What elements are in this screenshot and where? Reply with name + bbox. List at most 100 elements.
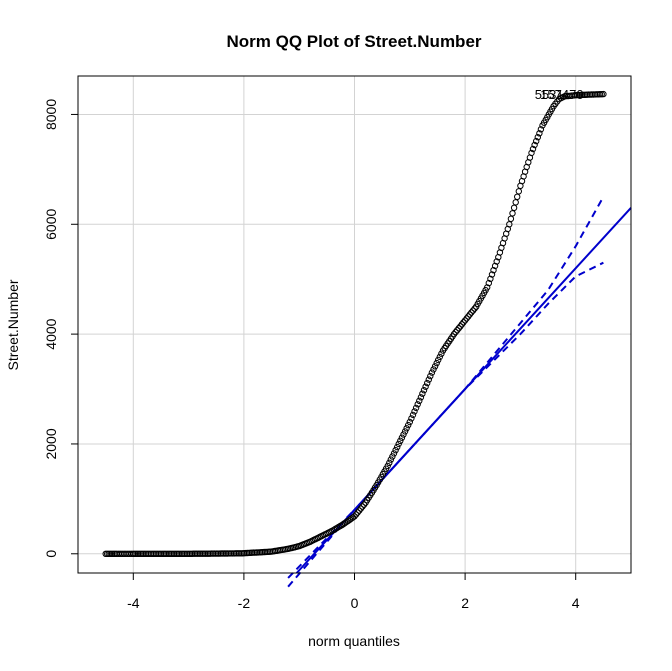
y-tick-label: 8000 (43, 99, 59, 130)
qq-point (424, 379, 431, 387)
qq-point (420, 387, 428, 394)
qq-point (436, 353, 443, 361)
qq-point (534, 134, 541, 141)
qq-point (537, 126, 545, 133)
chart-title: Norm QQ Plot of Street.Number (226, 32, 481, 51)
qq-point (419, 390, 426, 397)
envelope-lower (287, 261, 604, 579)
qq-point (414, 401, 421, 408)
qq-point (405, 421, 412, 429)
qq-point (330, 526, 338, 533)
qq-point (409, 411, 417, 419)
qq-point (357, 505, 364, 512)
qq-point (454, 327, 461, 334)
qq-point (401, 428, 409, 435)
x-axis: -4 -2 0 2 4 (127, 573, 580, 611)
qq-point (352, 511, 360, 518)
qq-point (417, 394, 425, 401)
qq-point (384, 462, 391, 470)
qq-point (387, 456, 394, 463)
outlier-label: 157470 (540, 87, 583, 102)
qq-point (425, 376, 432, 383)
qq-point (515, 188, 522, 195)
qq-point (392, 447, 399, 454)
x-axis-label: norm quantiles (308, 633, 400, 649)
qq-point (428, 369, 436, 376)
qq-point (400, 431, 407, 438)
y-axis: 0 2000 4000 6000 8000 (43, 99, 78, 558)
qq-point (394, 443, 401, 451)
qq-point (360, 501, 368, 508)
points (102, 90, 607, 557)
x-tick-label: 2 (461, 595, 469, 611)
qq-point (430, 366, 437, 373)
qq-point (433, 359, 440, 367)
qq-point (471, 305, 478, 312)
qq-point (493, 258, 500, 265)
outlier-label: 5531 (535, 87, 564, 102)
x-tick-label: -2 (238, 595, 251, 611)
qq-point (395, 440, 402, 448)
qq-point (455, 325, 462, 332)
grid (78, 76, 631, 573)
qq-point (536, 130, 543, 137)
qq-point (412, 404, 420, 412)
qq-point (531, 141, 538, 149)
qq-point (431, 363, 439, 370)
qq-point (509, 210, 516, 217)
y-tick-label: 0 (43, 550, 59, 558)
qq-point (514, 193, 521, 201)
x-tick-label: -4 (127, 595, 140, 611)
qq-point (458, 321, 466, 328)
qq-point (427, 372, 434, 380)
qq-point (359, 503, 366, 510)
qq-point (484, 284, 491, 291)
qq-point (468, 309, 475, 316)
qq-point (403, 425, 410, 432)
plot-lines (287, 196, 632, 588)
envelope-upper (287, 196, 605, 588)
qq-point (398, 434, 406, 441)
qq-point (450, 330, 458, 338)
qq-point (463, 315, 470, 322)
qq-point (422, 383, 429, 390)
qq-point (390, 450, 398, 457)
qq-point (512, 199, 519, 206)
y-tick-label: 2000 (43, 428, 59, 459)
qq-point (460, 319, 467, 326)
qq-point (452, 328, 459, 336)
qq-point (438, 350, 445, 357)
qq-point (435, 356, 442, 364)
qq-point (389, 453, 396, 460)
qq-point (490, 267, 497, 274)
qq-point (466, 311, 473, 318)
qq-point (416, 397, 423, 404)
qq-point (386, 459, 393, 466)
qq-point (351, 513, 358, 520)
qq-point (533, 137, 540, 145)
qq-point (408, 415, 415, 422)
y-axis-label: Street.Number (5, 279, 21, 370)
qq-point (529, 145, 537, 153)
qq-point (487, 275, 494, 282)
y-tick-label: 4000 (43, 318, 59, 349)
x-tick-label: 0 (351, 595, 359, 611)
qq-point (528, 149, 535, 157)
qq-point (485, 279, 492, 287)
qq-point (600, 90, 607, 98)
qq-point (510, 204, 518, 212)
qq-point (356, 507, 363, 514)
qq-point (488, 271, 496, 278)
qq-point (354, 509, 361, 516)
y-tick-label: 6000 (43, 208, 59, 239)
qq-point (507, 215, 515, 223)
qq-point (461, 317, 469, 324)
x-tick-label: 4 (572, 595, 580, 611)
qq-point (411, 408, 418, 415)
qq-point (506, 221, 513, 228)
qq-point (406, 418, 413, 426)
qq-point (469, 307, 477, 314)
qq-point (397, 437, 404, 444)
